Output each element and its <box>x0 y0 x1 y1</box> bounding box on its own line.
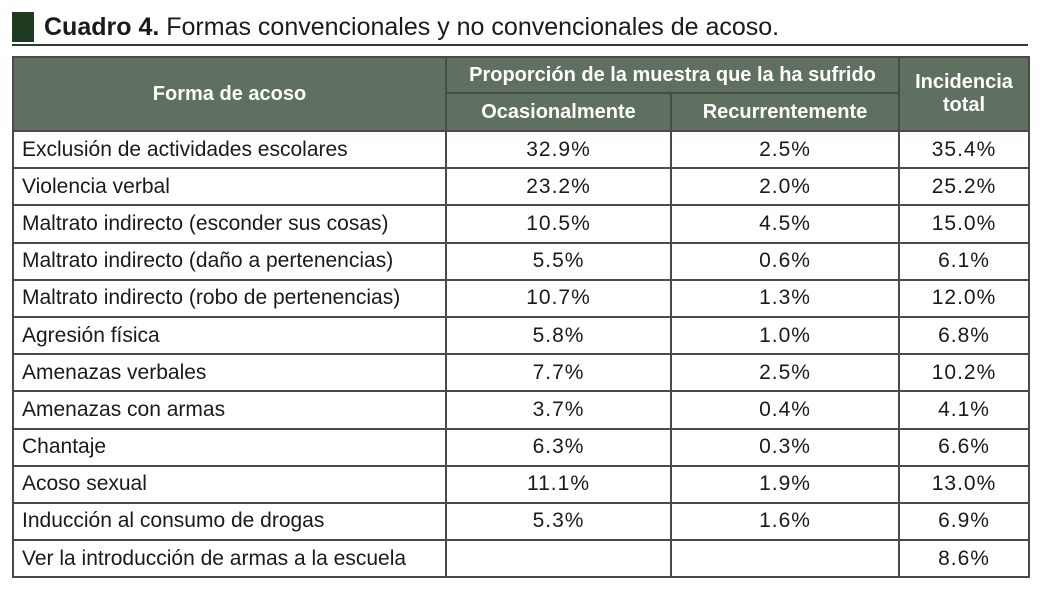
header-form: Forma de acoso <box>12 56 447 132</box>
row-form-cell: Maltrato indirecto (robo de pertenencias… <box>12 278 447 318</box>
row-form-cell: Violencia verbal <box>12 167 447 207</box>
row-form-cell: Amenazas verbales <box>12 353 447 393</box>
table-row: Maltrato indirecto (esconder sus cosas) 1… <box>12 204 1030 244</box>
row-form-cell: Inducción al consumo de drogas <box>12 501 447 542</box>
row-form-cell: Exclusión de actividades escolares <box>12 129 447 170</box>
header-occasional: Ocasionalmente <box>445 92 672 132</box>
row-recurrent-cell: 2.0% <box>670 167 900 207</box>
row-occasional-cell: 23.2% <box>445 167 672 207</box>
row-occasional-cell: 7.7% <box>445 353 672 393</box>
row-form-cell: Maltrato indirecto (daño a pertenencias) <box>12 241 447 281</box>
row-recurrent-cell: 1.0% <box>670 315 900 356</box>
row-occasional-cell: 10.7% <box>445 278 672 318</box>
row-total-cell: 6.9% <box>898 501 1030 542</box>
header-recurrent: Recurrentemente <box>670 92 900 132</box>
row-occasional-cell <box>445 539 672 579</box>
row-form-cell: Chantaje <box>12 427 447 467</box>
row-total-cell: 12.0% <box>898 278 1030 318</box>
table-row: Maltrato indirecto (robo de pertenencias… <box>12 278 1030 318</box>
row-recurrent-cell <box>670 539 900 579</box>
row-occasional-cell: 6.3% <box>445 427 672 467</box>
row-recurrent-cell: 0.4% <box>670 390 900 430</box>
row-form-cell: Ver la introducción de armas a la escuel… <box>12 539 447 579</box>
header-proportion: Proporción de la muestra que la ha sufri… <box>445 56 900 94</box>
row-total-cell: 8.6% <box>898 539 1030 579</box>
row-form-cell: Acoso sexual <box>12 464 447 504</box>
table-row: Acoso sexual 11.1% 1.9% 13.0% <box>12 464 1030 504</box>
table-row: Ver la introducción de armas a la escuel… <box>12 539 1030 579</box>
row-recurrent-cell: 2.5% <box>670 353 900 393</box>
table-row: Agresión física 5.8% 1.0% 6.8% <box>12 315 1030 356</box>
row-occasional-cell: 5.8% <box>445 315 672 356</box>
row-form-cell: Maltrato indirecto (esconder sus cosas) <box>12 204 447 244</box>
table-row: Chantaje 6.3% 0.3% 6.6% <box>12 427 1030 467</box>
table-caption: Cuadro 4. Formas convencionales y no con… <box>12 10 1028 46</box>
caption-label: Cuadro 4. <box>44 13 160 41</box>
row-recurrent-cell: 1.3% <box>670 278 900 318</box>
row-total-cell: 25.2% <box>898 167 1030 207</box>
table-body: Exclusión de actividades escolares 32.9% 2… <box>12 129 1030 579</box>
caption-marker <box>12 12 34 42</box>
row-occasional-cell: 5.3% <box>445 501 672 542</box>
row-recurrent-cell: 1.9% <box>670 464 900 504</box>
row-recurrent-cell: 4.5% <box>670 204 900 244</box>
table-row: Inducción al consumo de drogas 5.3% 1.6% 6.… <box>12 501 1030 542</box>
bullying-forms-table: Forma de acoso Proporción de la muestra … <box>12 56 1030 579</box>
table-row: Violencia verbal 23.2% 2.0% 25.2% <box>12 167 1030 207</box>
table-row: Maltrato indirecto (daño a pertenencias)… <box>12 241 1030 281</box>
row-occasional-cell: 3.7% <box>445 390 672 430</box>
caption-title: Formas convencionales y no convencionale… <box>166 13 780 41</box>
row-recurrent-cell: 2.5% <box>670 129 900 170</box>
row-total-cell: 15.0% <box>898 204 1030 244</box>
row-recurrent-cell: 1.6% <box>670 501 900 542</box>
row-occasional-cell: 10.5% <box>445 204 672 244</box>
row-total-cell: 4.1% <box>898 390 1030 430</box>
row-occasional-cell: 32.9% <box>445 129 672 170</box>
row-total-cell: 6.6% <box>898 427 1030 467</box>
caption-text: Cuadro 4. Formas convencionales y no con… <box>44 12 779 42</box>
row-recurrent-cell: 0.6% <box>670 241 900 281</box>
table-row: Amenazas verbales 7.7% 2.5% 10.2% <box>12 353 1030 393</box>
row-total-cell: 6.8% <box>898 315 1030 356</box>
row-total-cell: 10.2% <box>898 353 1030 393</box>
table-row: Amenazas con armas 3.7% 0.4% 4.1% <box>12 390 1030 430</box>
row-total-cell: 35.4% <box>898 129 1030 170</box>
table-row: Exclusión de actividades escolares 32.9% 2… <box>12 129 1030 170</box>
row-total-cell: 6.1% <box>898 241 1030 281</box>
row-form-cell: Amenazas con armas <box>12 390 447 430</box>
row-total-cell: 13.0% <box>898 464 1030 504</box>
header-incidence: Incidencia total <box>898 56 1030 132</box>
row-form-cell: Agresión física <box>12 315 447 356</box>
row-recurrent-cell: 0.3% <box>670 427 900 467</box>
row-occasional-cell: 5.5% <box>445 241 672 281</box>
row-occasional-cell: 11.1% <box>445 464 672 504</box>
